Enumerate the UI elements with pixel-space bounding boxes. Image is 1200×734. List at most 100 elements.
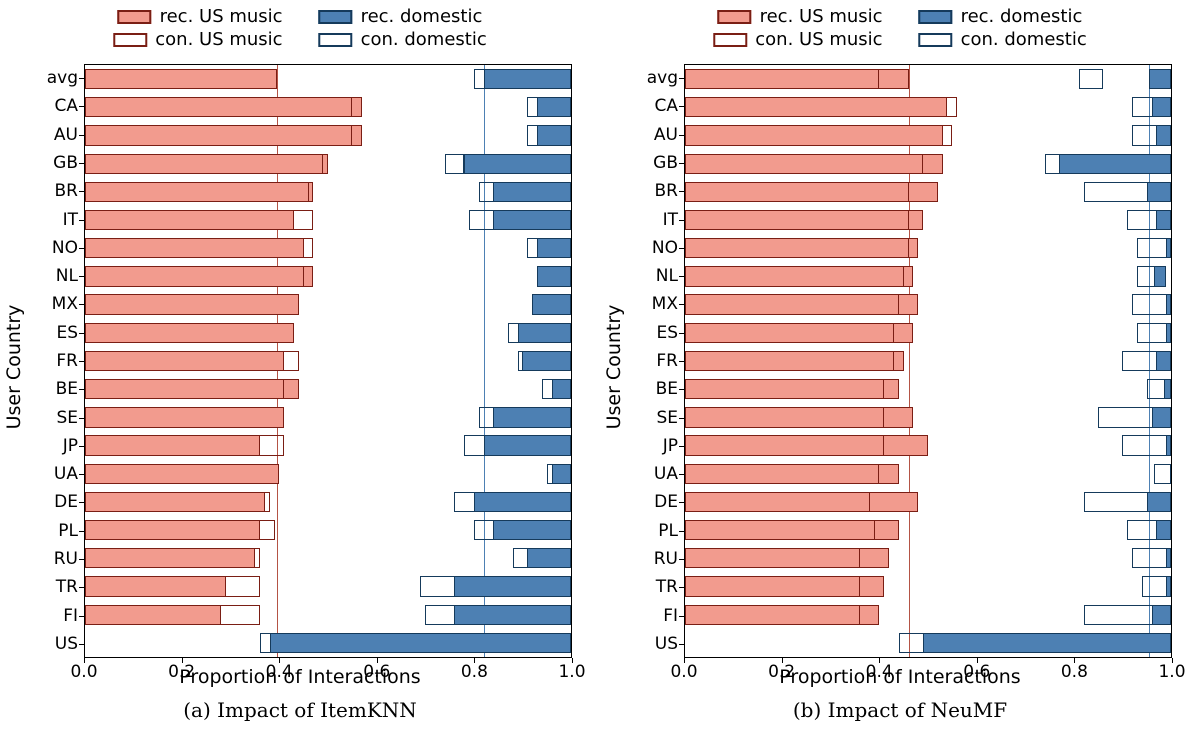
legend-con-dom-swatch bbox=[319, 33, 353, 47]
ytickmark-GB bbox=[679, 163, 684, 164]
legend-rec-us-swatch bbox=[118, 10, 152, 24]
bar-rec-dom-SE bbox=[1152, 407, 1171, 427]
bar-rec-dom-CA bbox=[537, 97, 571, 117]
ytickmark-avg bbox=[679, 78, 684, 79]
ytickmark-BR bbox=[679, 191, 684, 192]
bar-rec-dom-RU bbox=[527, 548, 571, 568]
xtickmark-0.0 bbox=[684, 658, 685, 663]
bar-con-dom-DE bbox=[1084, 492, 1152, 512]
ytickmark-GB bbox=[79, 163, 84, 164]
bar-rec-dom-NO bbox=[537, 238, 571, 258]
bar-rec-dom-FR bbox=[1156, 351, 1171, 371]
bar-con-dom-BR bbox=[1084, 182, 1152, 202]
ytickmark-US bbox=[79, 644, 84, 645]
ytickmark-UA bbox=[79, 474, 84, 475]
legend-con-dom-swatch bbox=[919, 33, 953, 47]
bar-rec-dom-RU bbox=[1166, 548, 1171, 568]
bar-rec-dom-AU bbox=[1156, 125, 1171, 145]
xlabel: Proportion of Interactions bbox=[779, 666, 1020, 688]
bar-con-us-SE bbox=[85, 407, 284, 427]
figure: rec. US music rec. domesticcon. US musicc… bbox=[0, 0, 1200, 734]
bar-con-us-BR bbox=[85, 182, 309, 202]
bar-con-us-NO bbox=[685, 238, 909, 258]
bar-rec-dom-MX bbox=[532, 294, 571, 314]
legend-rec-dom: rec. domestic bbox=[319, 6, 483, 27]
bar-con-us-PL bbox=[85, 520, 275, 540]
xtickmark-1.0 bbox=[1172, 658, 1173, 663]
ytickmark-AU bbox=[79, 135, 84, 136]
bar-rec-dom-IT bbox=[1156, 210, 1171, 230]
bar-con-us-FI bbox=[685, 605, 860, 625]
ytickmark-BR bbox=[79, 191, 84, 192]
bar-rec-dom-TR bbox=[1166, 576, 1171, 596]
ytickmark-UA bbox=[679, 474, 684, 475]
ytickmark-RU bbox=[79, 559, 84, 560]
ytickmark-RU bbox=[679, 559, 684, 560]
bar-con-us-CA bbox=[85, 97, 352, 117]
xtickmark-0.2 bbox=[782, 658, 783, 663]
ytickmark-NO bbox=[79, 248, 84, 249]
ytickmark-AU bbox=[679, 135, 684, 136]
bar-con-us-IT bbox=[85, 210, 313, 230]
bar-rec-dom-FI bbox=[1152, 605, 1171, 625]
legend-rec-us: rec. US music bbox=[118, 6, 283, 27]
bar-rec-dom-IT bbox=[493, 210, 571, 230]
bar-con-us-TR bbox=[85, 576, 260, 596]
bar-rec-dom-DE bbox=[474, 492, 571, 512]
ytickmark-BE bbox=[679, 389, 684, 390]
ylabel: User Country bbox=[3, 305, 25, 430]
bar-con-us-DE bbox=[685, 492, 870, 512]
bar-rec-dom-UA bbox=[1171, 464, 1172, 484]
xtickmark-0.8 bbox=[1074, 658, 1075, 663]
bar-con-us-SE bbox=[685, 407, 884, 427]
ytickmark-PL bbox=[679, 531, 684, 532]
ytickmark-US bbox=[679, 644, 684, 645]
bar-rec-dom-UA bbox=[552, 464, 571, 484]
bar-con-us-FR bbox=[85, 351, 299, 371]
bar-rec-dom-NO bbox=[1166, 238, 1171, 258]
xtickmark-0.6 bbox=[977, 658, 978, 663]
bar-con-dom-SE bbox=[1098, 407, 1156, 427]
xtickmark-0.2 bbox=[182, 658, 183, 663]
legend-con-dom-label: con. domestic bbox=[961, 29, 1087, 50]
legend-rec-dom-swatch bbox=[919, 10, 953, 24]
bar-con-dom-GB bbox=[445, 154, 464, 174]
bar-rec-dom-MX bbox=[1166, 294, 1171, 314]
bar-rec-dom-FR bbox=[522, 351, 571, 371]
legend: rec. US music rec. domesticcon. US musicc… bbox=[113, 6, 486, 50]
ytickmark-CA bbox=[679, 106, 684, 107]
panels-container: rec. US music rec. domesticcon. US musicc… bbox=[0, 0, 1200, 734]
ytickmark-NL bbox=[79, 276, 84, 277]
ytickmark-JP bbox=[79, 446, 84, 447]
ytickmark-avg bbox=[79, 78, 84, 79]
bar-rec-dom-avg bbox=[1149, 69, 1171, 89]
legend-con-dom: con. domestic bbox=[319, 29, 487, 50]
legend-row-2: con. US musiccon. domestic bbox=[113, 29, 486, 50]
xtickmark-0.4 bbox=[279, 658, 280, 663]
bar-rec-dom-GB bbox=[464, 154, 571, 174]
bar-con-us-NO bbox=[85, 238, 313, 258]
xtickmark-0.0 bbox=[84, 658, 85, 663]
bar-rec-dom-US bbox=[270, 633, 571, 653]
bar-con-dom-avg bbox=[1079, 69, 1103, 89]
bar-con-us-NL bbox=[685, 266, 904, 286]
bar-rec-dom-avg bbox=[484, 69, 571, 89]
panel-a: rec. US music rec. domesticcon. US musicc… bbox=[0, 0, 600, 734]
bar-rec-dom-CA bbox=[1152, 97, 1171, 117]
bar-con-us-avg bbox=[85, 69, 277, 89]
bar-rec-dom-TR bbox=[454, 576, 571, 596]
ytickmark-TR bbox=[79, 587, 84, 588]
bar-con-us-FR bbox=[685, 351, 894, 371]
bar-con-us-UA bbox=[685, 464, 879, 484]
bar-rec-dom-FI bbox=[454, 605, 571, 625]
legend-con-us-swatch bbox=[113, 33, 147, 47]
ytickmark-SE bbox=[79, 418, 84, 419]
ytickmark-NL bbox=[679, 276, 684, 277]
bar-rec-dom-ES bbox=[518, 323, 571, 343]
bar-con-us-DE bbox=[85, 492, 270, 512]
ytickmark-DE bbox=[679, 502, 684, 503]
bar-rec-dom-NL bbox=[1154, 266, 1166, 286]
ytickmark-FI bbox=[79, 616, 84, 617]
bar-con-us-TR bbox=[685, 576, 860, 596]
ytickmark-FR bbox=[79, 361, 84, 362]
